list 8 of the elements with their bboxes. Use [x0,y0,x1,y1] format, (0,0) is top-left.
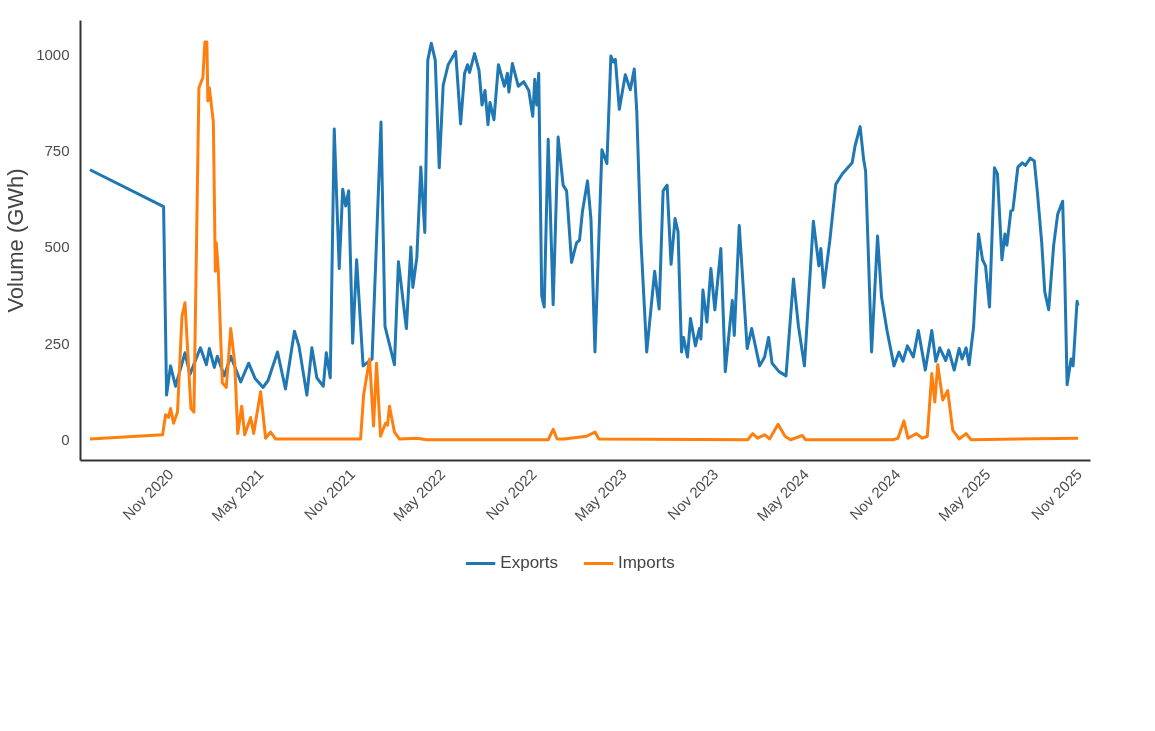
legend-label: Exports [500,553,558,573]
y-tick-label: 250 [44,334,70,352]
legend-label: Imports [617,553,675,573]
y-tick-label: 0 [61,430,70,448]
y-tick-label: 500 [44,238,70,256]
y-axis-title: Volume (GWh) [3,168,29,313]
y-tick-label: 1000 [36,46,70,64]
y-tick-label: 750 [44,142,70,160]
